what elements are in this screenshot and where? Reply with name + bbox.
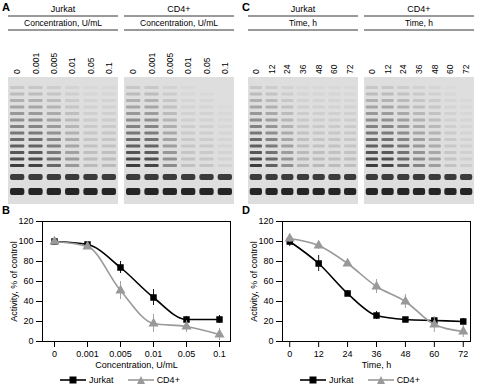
svg-text:24: 24	[343, 349, 353, 359]
html-text:CD4+: CD4+	[396, 375, 420, 385]
svg-text:36: 36	[371, 349, 381, 359]
svg-text:0.1: 0.1	[220, 62, 230, 74]
svg-text:12: 12	[314, 349, 324, 359]
svg-text:100: 100	[18, 236, 33, 246]
svg-text:0.05: 0.05	[178, 349, 196, 359]
svg-text:C: C	[242, 1, 250, 13]
svg-text:0.001: 0.001	[31, 52, 41, 74]
svg-text:0.01: 0.01	[67, 57, 77, 74]
svg-text:Time, h: Time, h	[362, 360, 392, 370]
svg-text:Concentration, U/mL: Concentration, U/mL	[95, 360, 178, 370]
svg-text:0.1: 0.1	[104, 62, 114, 74]
svg-text:36: 36	[298, 64, 308, 74]
svg-text:60: 60	[23, 276, 33, 286]
html-text:B: B	[2, 204, 10, 216]
svg-text:0: 0	[128, 69, 138, 74]
svg-text:60: 60	[263, 276, 273, 286]
svg-text:Activity, % of control: Activity, % of control	[9, 241, 19, 321]
svg-text:CD4+: CD4+	[167, 4, 190, 14]
svg-text:Jurkat: Jurkat	[51, 4, 76, 14]
svg-text:72: 72	[461, 64, 471, 74]
svg-text:0.005: 0.005	[165, 52, 175, 74]
svg-text:0: 0	[52, 349, 57, 359]
svg-text:0.005: 0.005	[109, 349, 132, 359]
svg-text:12: 12	[267, 64, 277, 74]
svg-text:A: A	[2, 1, 10, 13]
html-text:CD4+: CD4+	[156, 375, 180, 385]
svg-text:0: 0	[251, 69, 261, 74]
svg-text:0: 0	[28, 336, 33, 346]
svg-text:100: 100	[258, 236, 273, 246]
svg-text:0: 0	[12, 69, 22, 74]
svg-text:72: 72	[345, 64, 355, 74]
svg-text:0: 0	[367, 69, 377, 74]
svg-text:0.05: 0.05	[202, 57, 212, 74]
svg-text:40: 40	[23, 296, 33, 306]
svg-text:0.001: 0.001	[147, 52, 157, 74]
svg-text:24: 24	[282, 64, 292, 74]
svg-text:80: 80	[263, 256, 273, 266]
svg-text:60: 60	[445, 64, 455, 74]
svg-text:0.01: 0.01	[183, 57, 193, 74]
svg-text:CD4+: CD4+	[407, 4, 430, 14]
svg-text:72: 72	[458, 349, 468, 359]
svg-text:36: 36	[414, 64, 424, 74]
svg-text:Time, h: Time, h	[405, 18, 433, 28]
svg-text:80: 80	[23, 256, 33, 266]
svg-text:0: 0	[287, 349, 292, 359]
svg-text:0.005: 0.005	[49, 52, 59, 74]
svg-text:Concentration, U/mL: Concentration, U/mL	[140, 18, 218, 28]
svg-text:120: 120	[18, 216, 33, 226]
svg-text:0.01: 0.01	[145, 349, 163, 359]
svg-text:40: 40	[263, 296, 273, 306]
html-text:Jurkat: Jurkat	[89, 375, 114, 385]
svg-text:Jurkat: Jurkat	[291, 4, 316, 14]
svg-text:120: 120	[258, 216, 273, 226]
svg-text:20: 20	[263, 316, 273, 326]
svg-text:20: 20	[23, 316, 33, 326]
svg-text:24: 24	[398, 64, 408, 74]
svg-text:Time, h: Time, h	[289, 18, 317, 28]
svg-text:Concentration, U/mL: Concentration, U/mL	[24, 18, 102, 28]
svg-text:60: 60	[429, 349, 439, 359]
html-text:Jurkat: Jurkat	[329, 375, 354, 385]
svg-text:0.1: 0.1	[213, 349, 226, 359]
svg-text:12: 12	[383, 64, 393, 74]
html-text:D: D	[242, 204, 250, 216]
svg-text:48: 48	[400, 349, 410, 359]
svg-text:48: 48	[430, 64, 440, 74]
svg-text:0: 0	[268, 336, 273, 346]
svg-text:Activity, % of control: Activity, % of control	[249, 241, 259, 321]
svg-text:48: 48	[314, 64, 324, 74]
svg-text:0.001: 0.001	[76, 349, 99, 359]
svg-text:60: 60	[329, 64, 339, 74]
svg-text:0.05: 0.05	[86, 57, 96, 74]
